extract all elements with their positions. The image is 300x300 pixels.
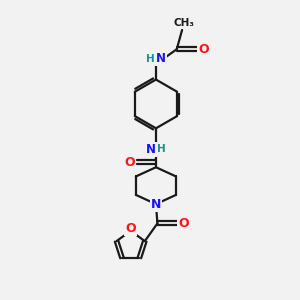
Text: N: N: [146, 142, 156, 156]
Text: N: N: [156, 52, 166, 65]
Text: H: H: [146, 54, 155, 64]
Text: H: H: [157, 144, 166, 154]
Text: O: O: [125, 156, 135, 169]
Text: N: N: [151, 198, 161, 211]
Text: O: O: [198, 43, 209, 56]
Text: CH₃: CH₃: [173, 18, 194, 28]
Text: O: O: [125, 222, 136, 235]
Text: O: O: [178, 217, 189, 230]
